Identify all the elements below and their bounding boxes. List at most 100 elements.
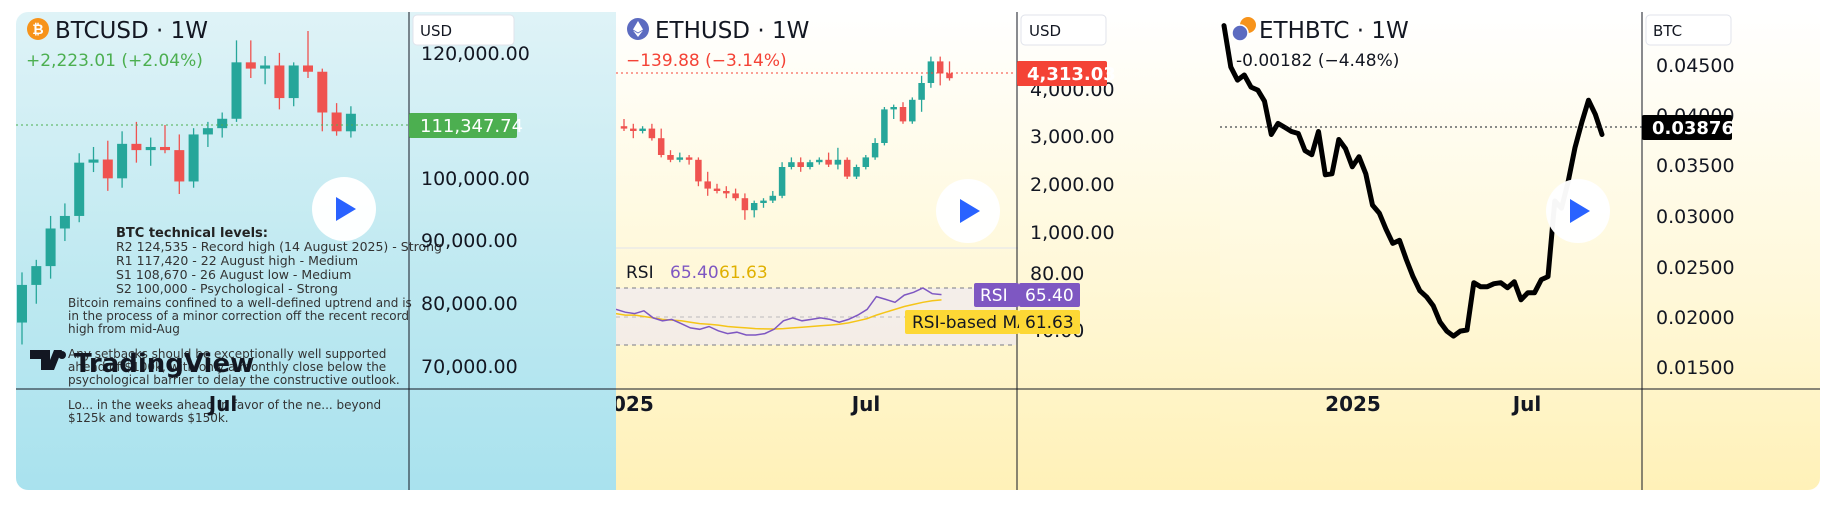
- candle-body: [862, 157, 870, 167]
- ethbtc-currency-label: BTC: [1653, 22, 1682, 40]
- candle-body: [778, 167, 786, 196]
- ethbtc-y-tick: 0.02500: [1656, 257, 1735, 279]
- candle-body: [331, 112, 342, 132]
- candle-body: [317, 71, 328, 113]
- candle-body: [936, 61, 944, 74]
- btc-panel: ₿ BTCUSD · 1W +2,223.01 (+2.04%) BTC tec…: [16, 12, 616, 490]
- ethbtc-chart: ETHBTC · 1W -0.00182 (−4.48%) BTC 0.0450…: [1220, 12, 1820, 490]
- bitcoin-logo-icon: [27, 18, 49, 40]
- candle-body: [174, 150, 185, 182]
- candle-body: [760, 200, 767, 203]
- candle-body: [871, 143, 879, 158]
- tradingview-logo: TradingView: [30, 349, 254, 379]
- eth-chart: ETHUSD · 1W −139.88 (−3.14%) RSI 65.40 6…: [616, 12, 1220, 490]
- rsi-tag-value-label: 65.40: [1025, 286, 1074, 306]
- annotation-paragraph: Any setbacks should be exceptionally wel…: [68, 347, 400, 387]
- btc-y-tick: 90,000.00: [421, 230, 518, 252]
- eth-title: ETHUSD · 1W: [655, 18, 809, 44]
- candle-body: [188, 134, 199, 182]
- candle-body: [704, 181, 711, 189]
- candle-body: [909, 99, 916, 122]
- rsi-header-label: RSI: [626, 263, 654, 283]
- ethbtc-currency-button[interactable]: [1645, 14, 1732, 46]
- eth-last-price-label: 4,313.03: [1027, 64, 1116, 85]
- candle-body: [17, 284, 27, 323]
- annotation-level: R1 117,420 - 22 August high - Medium: [116, 253, 358, 268]
- btc-title: BTCUSD · 1W: [55, 18, 208, 44]
- rsi-line: [616, 287, 942, 336]
- ethbtc-panel: ETHBTC · 1W -0.00182 (−4.48%) BTC 0.0450…: [1220, 12, 1820, 490]
- ethbtc-last-price-tag: [1642, 115, 1732, 140]
- eth-candle-layer: [620, 56, 953, 220]
- candle-body: [74, 162, 85, 216]
- candle-body: [620, 126, 628, 129]
- ethbtc-y-tick: 0.02000: [1656, 307, 1735, 329]
- eth-y-tick: 2,000.00: [1030, 174, 1115, 196]
- btc-y-tick: 80,000.00: [421, 293, 518, 315]
- ethbtc-logo-ethereum-icon: [1231, 24, 1249, 42]
- candle-body: [825, 159, 832, 165]
- candle-body: [630, 128, 637, 131]
- candle-body: [723, 191, 730, 194]
- candle-body: [853, 167, 860, 177]
- btc-y-tick: 70,000.00: [421, 356, 518, 378]
- candle-body: [927, 61, 935, 83]
- candle-body: [890, 107, 897, 110]
- annotation-level: S1 108,670 - 26 August low - Medium: [116, 267, 351, 282]
- candle-body: [797, 162, 804, 167]
- candle-body: [788, 162, 795, 167]
- candle-body: [102, 159, 113, 179]
- ethbtc-y-tick: 0.03000: [1656, 206, 1735, 228]
- candle-body: [667, 155, 674, 160]
- candle-body: [946, 73, 953, 79]
- eth-currency-button[interactable]: [1020, 14, 1107, 46]
- rsi-tag-name-label: RSI: [980, 286, 1008, 306]
- candle-body: [31, 266, 42, 285]
- ethbtc-title: ETHBTC · 1W: [1259, 18, 1409, 44]
- play-button[interactable]: [1546, 179, 1610, 243]
- ethbtc-x-label: Jul: [1511, 392, 1542, 416]
- btc-last-price-label: 111,347.74: [420, 116, 523, 137]
- candle-body: [217, 118, 228, 129]
- candle-body: [769, 195, 777, 201]
- candle-body: [685, 157, 693, 160]
- rsi-ma-tag-value: [1019, 310, 1080, 334]
- btc-last-price-tag: [409, 113, 517, 138]
- ethbtc-y-tick: 0.01500: [1656, 357, 1735, 379]
- annotation-paragraph: Lo... in the weeks ahead in favor of the…: [68, 398, 382, 425]
- candle-body: [918, 83, 925, 100]
- rsi-ma-tag-value-label: 61.63: [1025, 313, 1074, 333]
- ethbtc-x-label: 2025: [1325, 392, 1381, 416]
- ethbtc-change: -0.00182 (−4.48%): [1236, 51, 1399, 71]
- rsi-ma-tag-name-label: RSI-based MA: [912, 313, 1029, 333]
- eth-x-label: Jul: [850, 392, 881, 416]
- tradingview-logo-icon: [30, 350, 62, 370]
- btc-change: +2,223.01 (+2.04%): [26, 51, 203, 71]
- candle-body: [245, 62, 256, 69]
- play-button[interactable]: [312, 177, 376, 241]
- candle-body: [843, 159, 851, 177]
- annotation-level: S2 100,000 - Psychological - Strong: [116, 281, 338, 296]
- rsi-tag-value: [1019, 283, 1080, 307]
- btc-candle-layer: [17, 30, 356, 345]
- candle-body: [345, 113, 356, 132]
- btc-currency-button[interactable]: [412, 14, 515, 46]
- ethbtc-price-line: [1221, 23, 1605, 339]
- play-icon: [960, 199, 980, 223]
- play-button[interactable]: [936, 179, 1000, 243]
- ethbtc-y-tick: 0.03500: [1656, 155, 1735, 177]
- candle-body: [648, 128, 656, 139]
- candle-body: [732, 193, 739, 199]
- eth-currency-label: USD: [1029, 22, 1061, 40]
- annotation-level: R2 124,535 - Record high (14 August 2025…: [116, 239, 442, 254]
- candle-body: [657, 138, 665, 155]
- candle-body: [274, 65, 285, 99]
- eth-y-tick: 3,000.00: [1030, 126, 1115, 148]
- btc-currency-label: USD: [420, 22, 452, 40]
- eth-change: −139.88 (−3.14%): [626, 51, 787, 71]
- rsi-y-tick: 80.00: [1030, 263, 1084, 285]
- ethbtc-last-price-label: 0.03876: [1652, 118, 1734, 139]
- candle-body: [117, 143, 128, 179]
- eth-y-tick: 1,000.00: [1030, 222, 1115, 244]
- candle-body: [231, 62, 242, 119]
